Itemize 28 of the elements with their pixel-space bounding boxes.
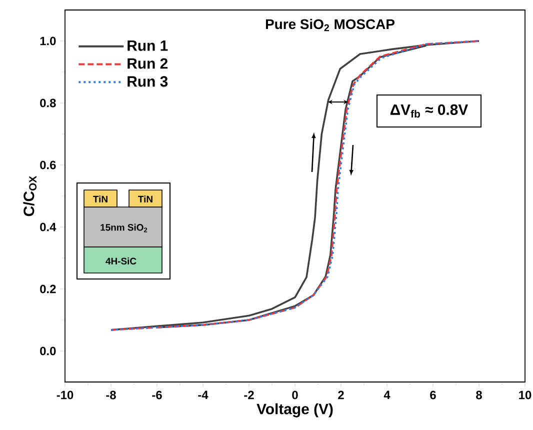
x-tick-label: 4 — [384, 390, 390, 399]
x-axis-title: Voltage (V) — [256, 403, 333, 418]
x-tick-label: 10 — [519, 390, 532, 400]
annotation: 15nm SiO$_{2}$ — [100, 224, 148, 232]
legend-label: Run 3 — [128, 76, 168, 87]
y-tick-label: 0.8 — [40, 98, 56, 108]
x-tick-label: -6 — [152, 390, 162, 400]
x-tick-label: -4 — [198, 390, 208, 399]
annotation: ΔV$_{fb}$ ≈ 0.8V — [390, 104, 468, 118]
legend-label: Run 2 — [128, 58, 168, 69]
y-tick-label: 0.6 — [40, 160, 56, 170]
x-tick-label: 8 — [476, 390, 482, 400]
text: Pure SiO$_{2}$ MOSCAP — [266, 18, 394, 32]
x-tick-label: -2 — [244, 390, 254, 400]
y-tick-label: 0.2 — [40, 284, 56, 294]
y-tick-label: 1.0 — [40, 36, 56, 46]
x-tick-label: -8 — [106, 390, 116, 400]
x-tick-label: 2 — [338, 390, 344, 400]
x-tick-label: 6 — [430, 390, 436, 400]
x-tick-label: 0 — [292, 390, 298, 400]
legend-label: Run 1 — [128, 40, 168, 51]
annotation: TiN — [138, 196, 152, 202]
y-tick-label: 0.4 — [40, 222, 56, 232]
y-axis-title: C/C$_{OX}$ — [23, 176, 37, 216]
annotation: TiN — [93, 196, 108, 202]
x-tick-label: -10 — [56, 390, 74, 400]
annotation: 4H-SiC — [106, 258, 136, 264]
y-tick-label: 0.0 — [40, 346, 56, 356]
